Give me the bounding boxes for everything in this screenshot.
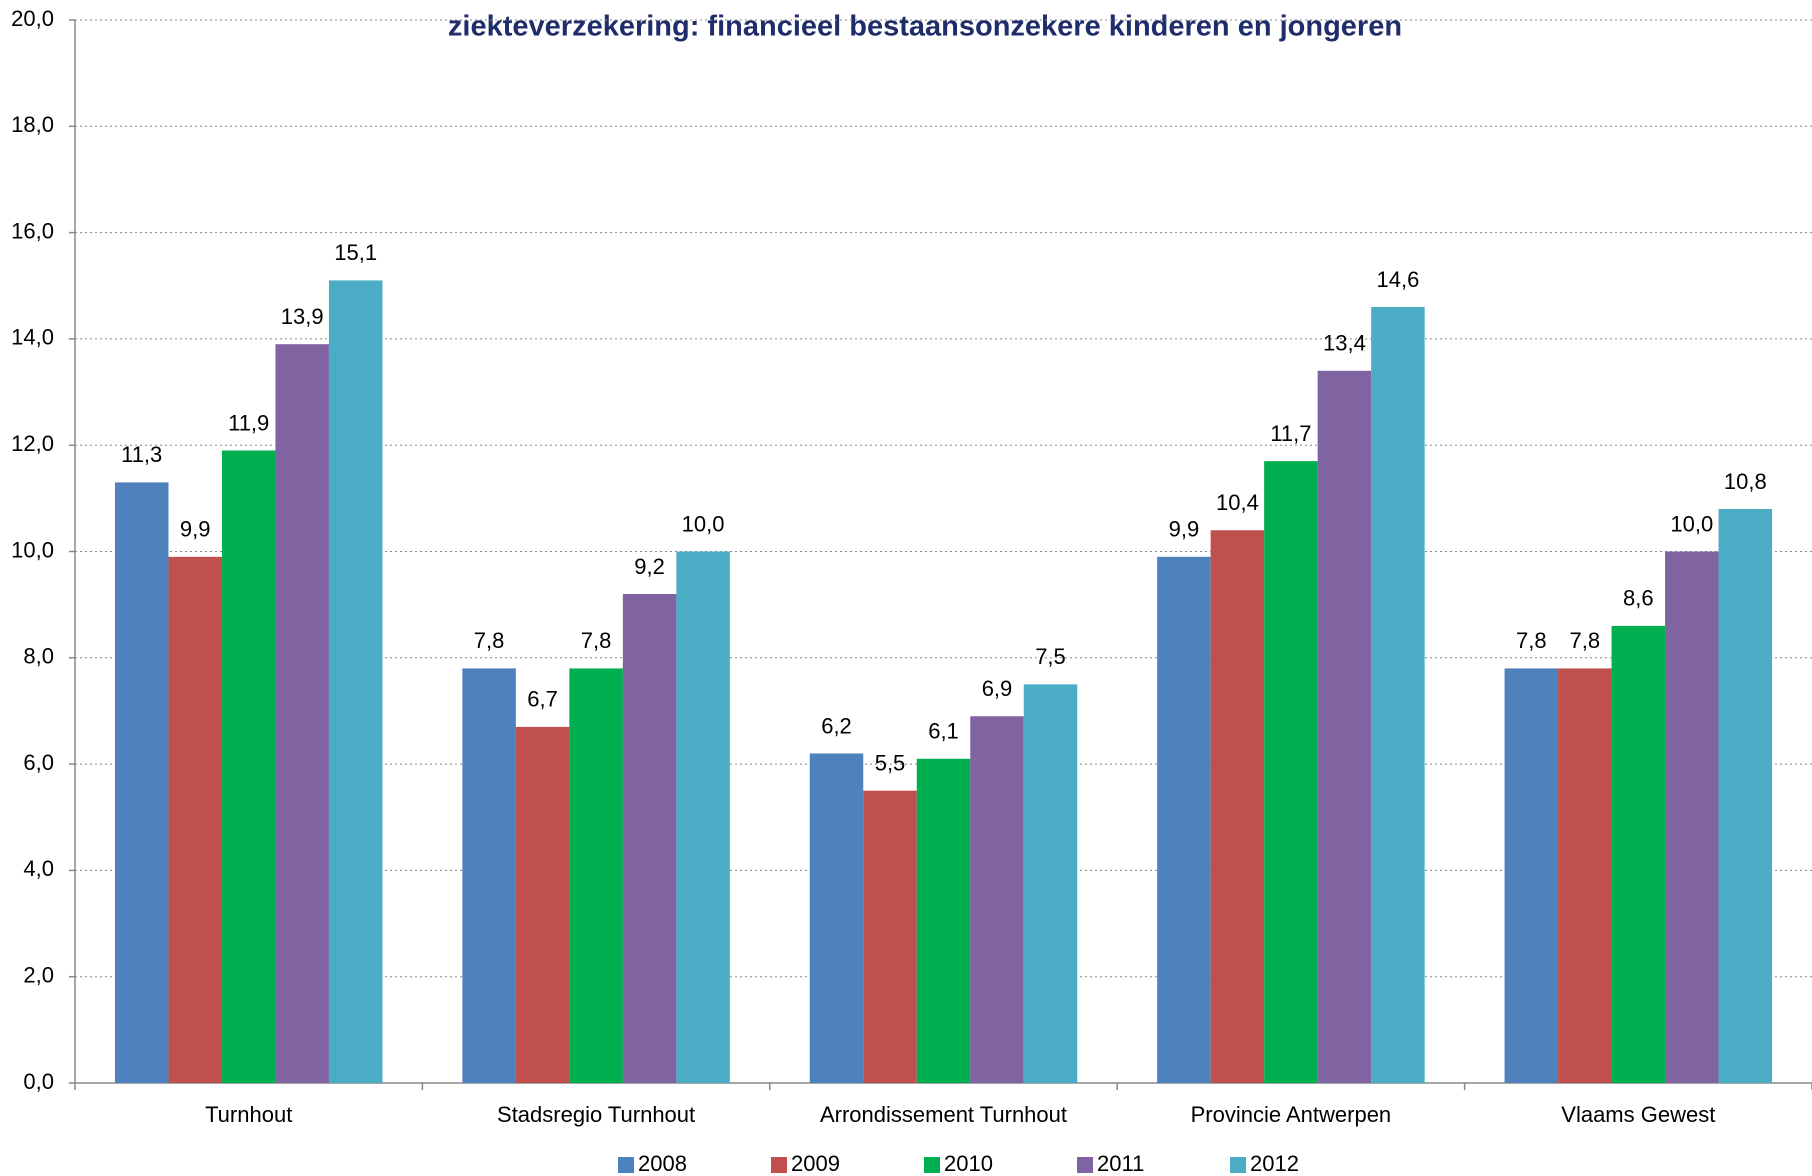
legend-swatch bbox=[1230, 1157, 1246, 1173]
bar bbox=[1210, 530, 1265, 1083]
data-label: 8,6 bbox=[1623, 586, 1654, 611]
bar bbox=[1371, 307, 1425, 1083]
x-tick-label: Vlaams Gewest bbox=[1561, 1102, 1715, 1127]
bar bbox=[114, 482, 169, 1083]
y-tick-label: 8,0 bbox=[23, 644, 54, 669]
bar bbox=[676, 551, 730, 1083]
legend-label: 2011 bbox=[1097, 1151, 1144, 1176]
legend-label: 2012 bbox=[1250, 1151, 1299, 1176]
y-tick-label: 0,0 bbox=[23, 1069, 54, 1094]
data-label: 5,5 bbox=[875, 750, 906, 775]
y-tick-label: 16,0 bbox=[11, 218, 54, 243]
legend-swatch bbox=[771, 1157, 787, 1173]
data-label: 11,7 bbox=[1270, 421, 1311, 446]
y-tick-label: 14,0 bbox=[11, 325, 54, 350]
x-tick-label: Stadsregio Turnhout bbox=[497, 1102, 695, 1127]
data-label: 13,4 bbox=[1323, 331, 1366, 356]
data-label: 7,8 bbox=[1516, 628, 1547, 653]
bar bbox=[1558, 668, 1612, 1083]
legend-swatch bbox=[924, 1157, 940, 1173]
bar bbox=[1023, 684, 1078, 1083]
data-label: 11,3 bbox=[121, 442, 162, 467]
bar bbox=[328, 280, 383, 1083]
data-label: 6,9 bbox=[982, 676, 1013, 701]
y-tick-label: 20,0 bbox=[11, 6, 54, 31]
data-label: 6,1 bbox=[928, 719, 959, 744]
bar bbox=[1611, 625, 1666, 1083]
data-label: 10,8 bbox=[1724, 469, 1767, 494]
data-label: 7,8 bbox=[474, 628, 505, 653]
bar bbox=[1504, 668, 1559, 1083]
x-tick-label: Turnhout bbox=[205, 1102, 292, 1127]
data-label: 15,1 bbox=[334, 240, 377, 265]
bar bbox=[1264, 461, 1318, 1083]
bar bbox=[1718, 508, 1773, 1084]
data-label: 7,5 bbox=[1035, 644, 1066, 669]
data-label: 7,8 bbox=[581, 628, 612, 653]
y-tick-label: 12,0 bbox=[11, 431, 54, 456]
legend-label: 2009 bbox=[791, 1151, 840, 1176]
data-label: 9,9 bbox=[180, 517, 211, 542]
legend-swatch bbox=[618, 1157, 634, 1173]
bar bbox=[1317, 370, 1372, 1083]
data-label: 9,9 bbox=[1169, 517, 1200, 542]
bar bbox=[809, 753, 864, 1083]
data-label: 9,2 bbox=[634, 554, 665, 579]
data-label: 11,9 bbox=[228, 410, 269, 435]
y-tick-label: 2,0 bbox=[23, 963, 54, 988]
x-tick-label: Arrondissement Turnhout bbox=[820, 1102, 1067, 1127]
bar bbox=[916, 758, 971, 1083]
data-label: 13,9 bbox=[281, 304, 324, 329]
bar bbox=[1157, 556, 1211, 1083]
legend-label: 2008 bbox=[638, 1151, 687, 1176]
bar bbox=[863, 790, 917, 1083]
y-tick-label: 18,0 bbox=[11, 112, 54, 137]
bar bbox=[515, 726, 570, 1083]
bar bbox=[970, 716, 1024, 1083]
y-tick-label: 10,0 bbox=[11, 537, 54, 562]
data-label: 6,2 bbox=[821, 713, 852, 738]
legend-swatch bbox=[1077, 1157, 1093, 1173]
bar bbox=[569, 668, 623, 1083]
data-label: 10,4 bbox=[1216, 490, 1259, 515]
bar bbox=[1665, 551, 1719, 1083]
chart-title: ziekteverzekering: financieel bestaanson… bbox=[448, 11, 1402, 43]
data-label: 7,8 bbox=[1570, 628, 1601, 653]
bar bbox=[622, 594, 677, 1083]
data-label: 10,0 bbox=[682, 511, 725, 536]
data-label: 6,7 bbox=[527, 687, 558, 712]
bar bbox=[275, 344, 329, 1084]
y-tick-label: 6,0 bbox=[23, 750, 54, 775]
data-label: 14,6 bbox=[1376, 267, 1419, 292]
y-tick-label: 4,0 bbox=[23, 856, 54, 881]
bar bbox=[221, 450, 276, 1083]
x-tick-label: Provincie Antwerpen bbox=[1191, 1102, 1392, 1127]
bar bbox=[462, 668, 516, 1083]
bar bbox=[168, 556, 222, 1083]
legend-label: 2010 bbox=[944, 1151, 993, 1176]
data-label: 10,0 bbox=[1670, 511, 1713, 536]
